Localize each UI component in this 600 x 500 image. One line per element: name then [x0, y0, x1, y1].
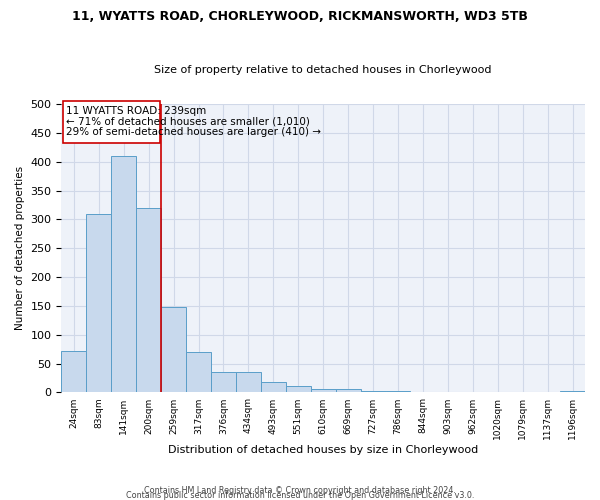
- Bar: [386, 390, 410, 392]
- Y-axis label: Number of detached properties: Number of detached properties: [15, 166, 25, 330]
- Bar: [111, 156, 136, 392]
- Bar: [560, 390, 585, 392]
- Title: Size of property relative to detached houses in Chorleywood: Size of property relative to detached ho…: [154, 66, 492, 76]
- Bar: [186, 352, 211, 393]
- Text: Contains public sector information licensed under the Open Government Licence v3: Contains public sector information licen…: [126, 491, 474, 500]
- FancyBboxPatch shape: [62, 101, 160, 144]
- X-axis label: Distribution of detached houses by size in Chorleywood: Distribution of detached houses by size …: [168, 445, 478, 455]
- Bar: [335, 389, 361, 392]
- Bar: [61, 351, 86, 393]
- Bar: [86, 214, 111, 392]
- Bar: [236, 372, 261, 392]
- Bar: [136, 208, 161, 392]
- Bar: [211, 372, 236, 392]
- Text: Contains HM Land Registry data © Crown copyright and database right 2024.: Contains HM Land Registry data © Crown c…: [144, 486, 456, 495]
- Bar: [286, 386, 311, 392]
- Bar: [311, 389, 335, 392]
- Bar: [161, 307, 186, 392]
- Text: 29% of semi-detached houses are larger (410) →: 29% of semi-detached houses are larger (…: [65, 126, 320, 136]
- Text: ← 71% of detached houses are smaller (1,010): ← 71% of detached houses are smaller (1,…: [65, 116, 310, 126]
- Text: 11 WYATTS ROAD: 239sqm: 11 WYATTS ROAD: 239sqm: [65, 106, 206, 116]
- Text: 11, WYATTS ROAD, CHORLEYWOOD, RICKMANSWORTH, WD3 5TB: 11, WYATTS ROAD, CHORLEYWOOD, RICKMANSWO…: [72, 10, 528, 23]
- Bar: [261, 382, 286, 392]
- Bar: [361, 390, 386, 392]
